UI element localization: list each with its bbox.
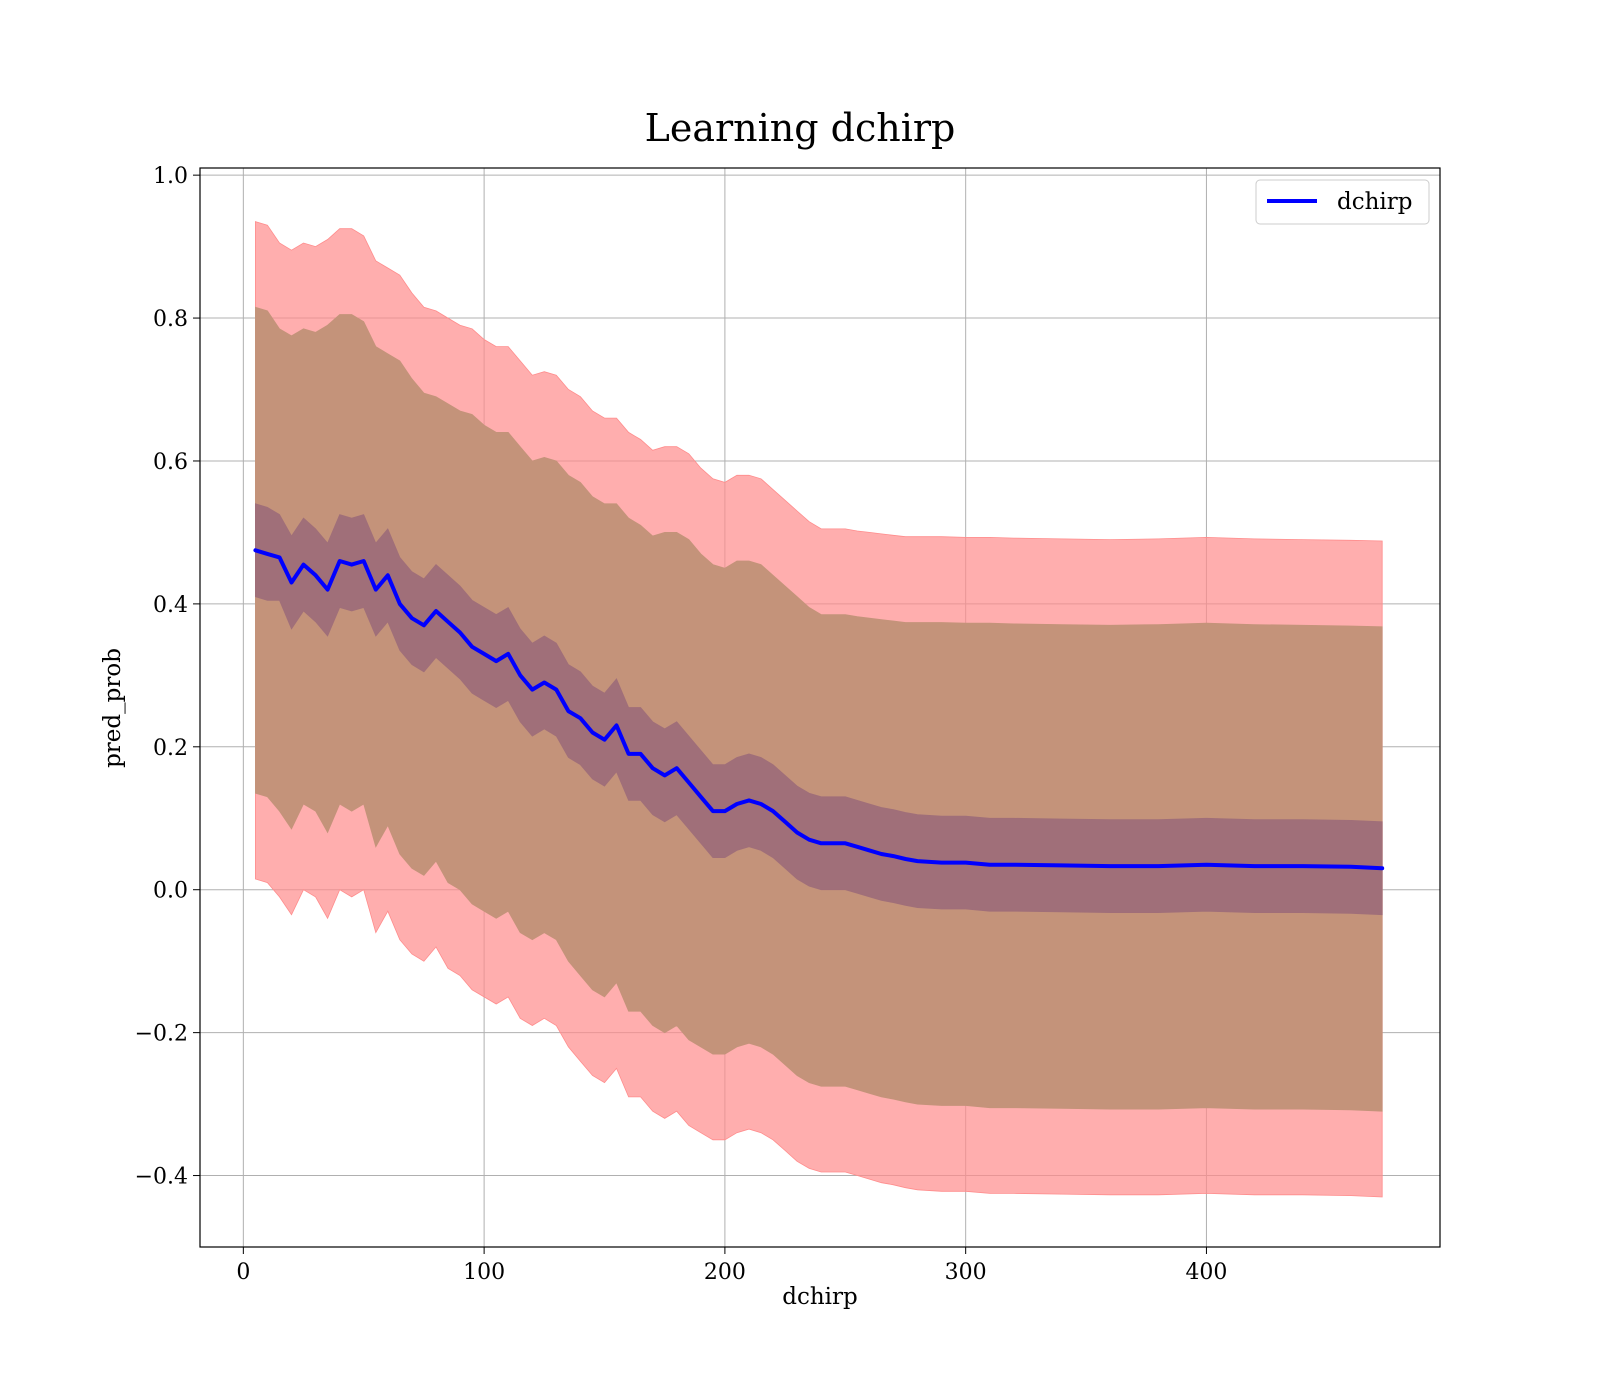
legend-label-dchirp: dchirp — [1337, 189, 1413, 215]
y-tick-label: 0.6 — [153, 450, 188, 475]
plot-frame — [199, 167, 1441, 1248]
x-tick-label: 200 — [704, 1260, 746, 1285]
y-axis-label: pred_prob — [100, 648, 126, 768]
y-tick-label: 0.0 — [153, 879, 188, 904]
chart-title: Learning dchirp — [645, 106, 956, 150]
confidence-bands — [255, 221, 1383, 1198]
y-axis-ticks: −0.4 −0.2 0.0 0.2 0.4 0.6 0.8 1.0 — [135, 164, 200, 1190]
y-tick-label: 0.2 — [153, 736, 188, 761]
y-tick-label: −0.2 — [135, 1022, 188, 1047]
y-tick-label: 1.0 — [153, 164, 188, 189]
series-lines — [253, 548, 1385, 871]
x-tick-label: 100 — [463, 1260, 505, 1285]
y-tick-label: 0.4 — [153, 593, 188, 618]
x-tick-label: 300 — [945, 1260, 987, 1285]
band-inner — [255, 503, 1383, 916]
series-line-dchirp — [253, 548, 1385, 871]
x-tick-label: 0 — [236, 1260, 250, 1285]
legend: dchirp — [1255, 179, 1430, 225]
y-tick-label: 0.8 — [153, 307, 188, 332]
y-tick-label: −0.4 — [135, 1165, 188, 1190]
x-axis-ticks: 0 100 200 300 400 — [236, 1247, 1227, 1285]
legend-frame — [1255, 179, 1430, 225]
x-tick-label: 400 — [1185, 1260, 1227, 1285]
x-axis-label: dchirp — [782, 1284, 858, 1310]
